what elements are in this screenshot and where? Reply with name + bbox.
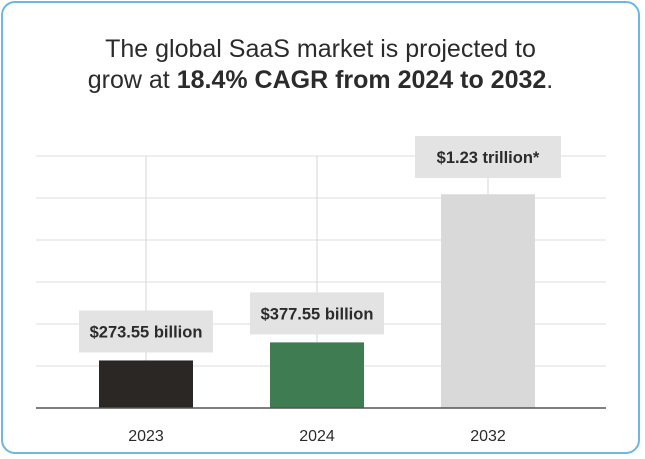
title-line-2-suffix: . <box>546 66 554 94</box>
value-label-box <box>79 310 213 353</box>
category-labels: 2023 2024 2032 <box>128 428 506 445</box>
title-line-2-bold: 18.4% CAGR from 2024 to 2032 <box>176 66 547 94</box>
bar-2024 <box>270 342 364 408</box>
category-label: 2023 <box>128 428 164 445</box>
category-label: 2024 <box>299 428 335 445</box>
value-labels: $273.55 billion $377.55 billion $1.23 tril… <box>79 136 561 353</box>
value-label: $273.55 billion <box>90 323 203 341</box>
bars <box>99 194 535 408</box>
value-label: $377.55 billion <box>261 305 374 323</box>
chart-title: The global SaaS market is projected to g… <box>0 34 641 96</box>
bar-2032 <box>441 194 535 408</box>
category-label: 2032 <box>470 428 506 445</box>
value-label-box <box>415 136 561 178</box>
bar-2023 <box>99 360 193 408</box>
value-label-box <box>250 292 384 335</box>
value-label: $1.23 trillion* <box>437 149 540 167</box>
title-line-1: The global SaaS market is projected to <box>105 35 536 63</box>
title-line-2-prefix: grow at <box>87 66 177 94</box>
